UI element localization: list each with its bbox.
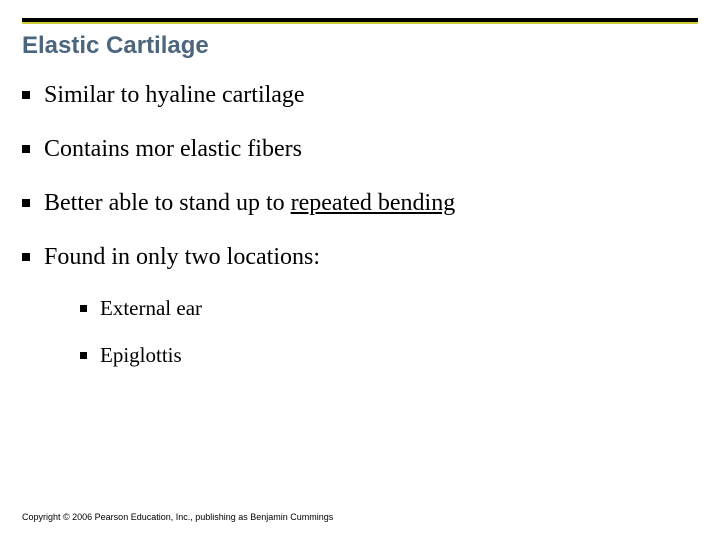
bullet-marker-icon bbox=[80, 352, 87, 359]
bullet-text: Better able to stand up to repeated bend… bbox=[44, 188, 455, 218]
accent-rule bbox=[22, 22, 698, 24]
bullet-item: Contains mor elastic fibers bbox=[22, 134, 698, 164]
slide-content: Similar to hyaline cartilage Contains mo… bbox=[22, 80, 698, 390]
slide-title: Elastic Cartilage bbox=[22, 32, 209, 60]
sub-bullet-item: External ear bbox=[80, 296, 698, 321]
bullet-text: Similar to hyaline cartilage bbox=[44, 80, 305, 110]
bullet-item: Better able to stand up to repeated bend… bbox=[22, 188, 698, 218]
bullet-marker-icon bbox=[22, 145, 30, 153]
bullet-underlined: repeated bending bbox=[291, 190, 456, 216]
bullet-item: Found in only two locations: bbox=[22, 242, 698, 272]
bullet-marker-icon bbox=[80, 305, 87, 312]
bullet-text: Contains mor elastic fibers bbox=[44, 134, 302, 164]
sub-bullet-text: External ear bbox=[100, 296, 202, 321]
sub-bullet-item: Epiglottis bbox=[80, 343, 698, 368]
bullet-marker-icon bbox=[22, 199, 30, 207]
bullet-prefix: Better able to stand up to bbox=[44, 190, 291, 216]
bullet-text: Found in only two locations: bbox=[44, 242, 320, 272]
sub-bullet-text: Epiglottis bbox=[100, 343, 182, 368]
bullet-marker-icon bbox=[22, 253, 30, 261]
sub-bullet-list: External ear Epiglottis bbox=[80, 296, 698, 368]
bullet-item: Similar to hyaline cartilage bbox=[22, 80, 698, 110]
copyright-footer: Copyright © 2006 Pearson Education, Inc.… bbox=[22, 512, 333, 522]
bullet-marker-icon bbox=[22, 91, 30, 99]
